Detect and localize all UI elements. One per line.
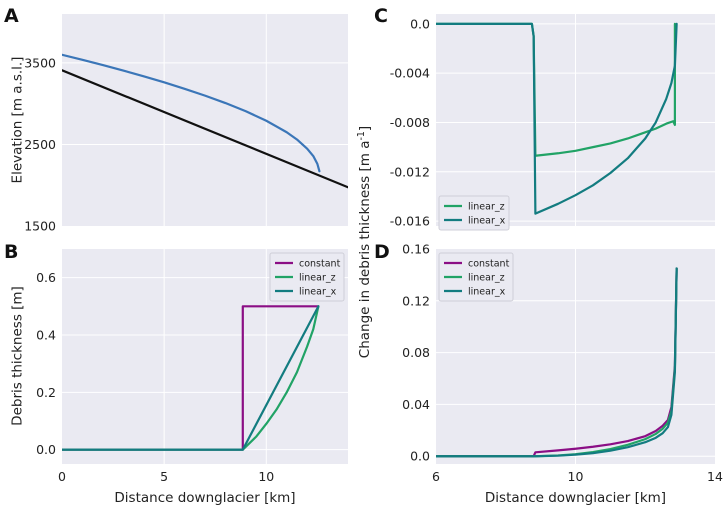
panel-d-y-tick-label: 0.08	[402, 345, 430, 360]
panel-b-letter: B	[4, 241, 18, 263]
legend-label-linear-x: linear_x	[468, 286, 506, 297]
panel-c-y-tick-label: -0.016	[390, 214, 430, 229]
panel-b-legend: constant linear_z linear_x	[269, 252, 345, 302]
panel-c: 0.0-0.004-0.008-0.012-0.016Clinear_zline…	[374, 5, 715, 231]
legend-label-constant: constant	[468, 258, 510, 269]
panel-c-letter: C	[374, 5, 388, 27]
panel-b-series-linear-x	[62, 305, 320, 451]
panel-c-y-tick-label: -0.004	[390, 66, 430, 81]
panel-b-ylabel: Debris thickness [m]	[9, 286, 25, 426]
panel-b-x-tick-label: 0	[58, 469, 66, 484]
panel-c-series-linear-x	[436, 22, 678, 215]
panel-a-letter: A	[4, 5, 19, 27]
panel-d-x-tick-label: 14	[707, 469, 723, 484]
panel-b-y-tick-label: 0.2	[36, 385, 56, 400]
panel-b-xlabel: Distance downglacier [km]	[114, 490, 295, 506]
panel-b-series-linear-z	[62, 305, 320, 451]
panel-b-x-tick-label: 10	[258, 469, 274, 484]
panel-d-y-tick-label: 0.12	[402, 293, 430, 308]
panel-b-x-tick-label: 5	[160, 469, 168, 484]
panel-c-y-tick-label: 0.0	[410, 16, 430, 31]
panel-b-y-tick-label: 0.6	[36, 270, 56, 285]
legend-label-constant: constant	[299, 258, 341, 269]
panel-b: 0 5 10 0.0 0.2 0.4 0.6 B Debris thickness [m] Dis…	[4, 241, 348, 506]
panel-d-y-tick-label: 0.16	[402, 242, 430, 257]
legend-frame	[438, 252, 514, 302]
panel-c-y-tick-label: -0.008	[390, 115, 430, 130]
panel-a-y-tick-label: 3500	[24, 55, 56, 70]
panel-c-legend: linear_z linear_x	[438, 195, 510, 231]
panel-d-y-tick-label: 0.0	[410, 449, 430, 464]
panel-a-series-surface	[62, 53, 321, 173]
panel-a-ylabel: Elevation [m a.s.l.]	[9, 57, 25, 184]
panel-b-y-tick-label: 0.0	[36, 442, 56, 457]
panel-a-plot-area	[62, 14, 348, 226]
legend-frame	[438, 195, 510, 231]
panel-a-series-bed	[62, 69, 348, 189]
panel-d-series-linear-x	[436, 267, 678, 458]
legend-label-linear-z: linear_z	[299, 272, 336, 283]
legend-label-linear-z: linear_z	[468, 201, 505, 212]
right-shared-ylabel: Change in debris thickness [m a-1]	[356, 126, 374, 358]
panel-d-x-tick-label: 6	[432, 469, 440, 484]
panel-a-y-tick-label: 2500	[24, 137, 56, 152]
panel-d-letter: D	[374, 241, 390, 263]
panel-a-y-tick-label: 1500	[24, 219, 56, 234]
legend-label-linear-z: linear_z	[468, 272, 505, 283]
legend-label-linear-x: linear_x	[299, 286, 337, 297]
panel-d-y-tick-label: 0.04	[402, 397, 430, 412]
panel-d-legend: constant linear_z linear_x	[438, 252, 514, 302]
panel-d: 6 10 14 0.0 0.04 0.08 0.12 0.16 D Distance downgl…	[374, 241, 723, 506]
panel-d-x-tick-label: 10	[568, 469, 584, 484]
panel-b-y-tick-label: 0.4	[36, 328, 56, 343]
panel-d-xlabel: Distance downglacier [km]	[485, 490, 666, 506]
panel-c-y-tick-label: -0.012	[390, 164, 430, 179]
legend-label-linear-x: linear_x	[468, 215, 506, 226]
panel-a: 1500 2500 3500 A Elevation [m a.s.l.]	[4, 5, 348, 234]
legend-frame	[269, 252, 345, 302]
